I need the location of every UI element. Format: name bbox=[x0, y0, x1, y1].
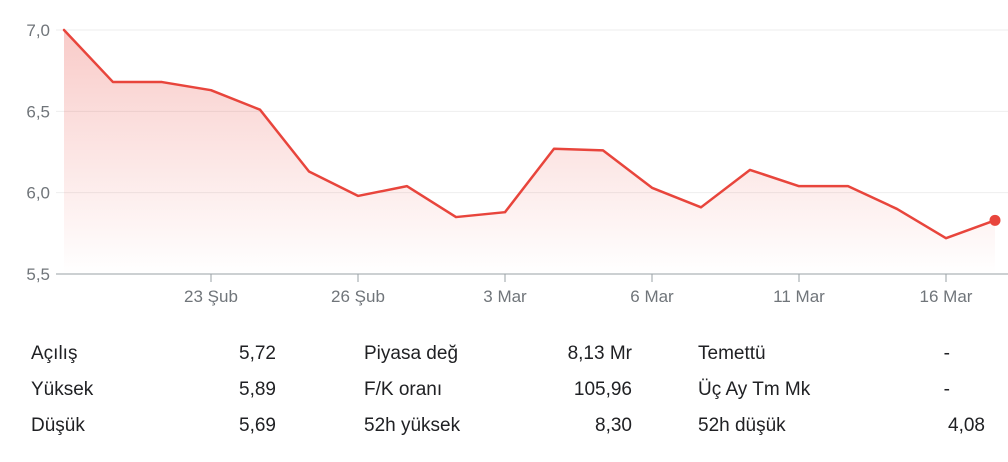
x-tick-label: 6 Mar bbox=[630, 287, 674, 306]
stat-value-quarterly-dividend: - bbox=[943, 379, 950, 400]
y-tick-label: 7,0 bbox=[26, 21, 50, 40]
y-tick-label: 6,5 bbox=[26, 102, 50, 121]
last-price-marker bbox=[989, 214, 1001, 226]
stat-label-dividend: Temettü bbox=[698, 343, 766, 364]
price-chart: 7,0 6,5 6,0 5,5 23 Şub 26 Şub 3 Mar 6 Mar 11 Mar… bbox=[26, 21, 1008, 306]
y-tick-label: 6,0 bbox=[26, 184, 50, 203]
stat-value-pe-ratio: 105,96 bbox=[573, 379, 632, 400]
price-area bbox=[64, 30, 995, 274]
x-tick-label: 3 Mar bbox=[483, 287, 527, 306]
stat-value-52w-high: 8,30 bbox=[595, 415, 632, 436]
stat-value-market-cap: 8,13 Mr bbox=[567, 343, 632, 364]
stat-value-high: 5,89 bbox=[239, 379, 276, 400]
stat-label-quarterly-dividend: Üç Ay Tm Mk bbox=[698, 379, 811, 400]
stat-label-low: Düşük bbox=[31, 415, 85, 436]
stat-value-open: 5,72 bbox=[239, 343, 276, 364]
stat-label-market-cap: Piyasa değ bbox=[364, 343, 459, 364]
stat-label-52w-low: 52h düşük bbox=[698, 415, 786, 436]
y-tick-label: 5,5 bbox=[26, 265, 50, 284]
stat-value-dividend: - bbox=[943, 343, 950, 364]
stat-label-open: Açılış bbox=[31, 343, 78, 364]
stat-label-pe-ratio: F/K oranı bbox=[364, 379, 443, 400]
stat-label-52w-high: 52h yüksek bbox=[364, 415, 461, 436]
x-tick-label: 11 Mar bbox=[773, 287, 825, 306]
stat-value-low: 5,69 bbox=[239, 415, 276, 436]
stat-label-high: Yüksek bbox=[31, 379, 94, 400]
x-tick-label: 16 Mar bbox=[920, 287, 973, 306]
x-tick-label: 23 Şub bbox=[184, 287, 238, 306]
x-tick-label: 26 Şub bbox=[331, 287, 385, 306]
stats-table: Açılış 5,72 Yüksek 5,89 Düşük 5,69 Piyas… bbox=[0, 336, 1008, 446]
stat-value-52w-low: 4,08 bbox=[948, 415, 985, 436]
price-line bbox=[62, 28, 997, 240]
